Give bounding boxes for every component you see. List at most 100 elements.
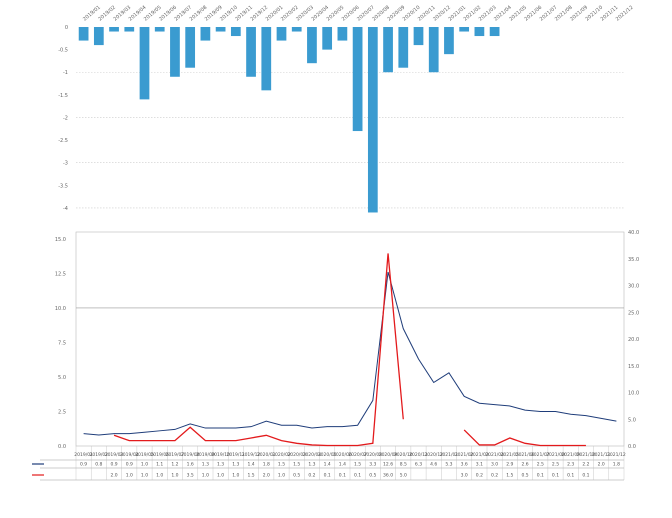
bar — [367, 27, 378, 213]
bar — [307, 27, 317, 64]
table-value-cell: 0.2 — [491, 473, 498, 479]
table-header-cell: 2021/01 — [440, 452, 459, 458]
top-y-tick-label: -1 — [63, 70, 68, 76]
bar — [428, 27, 439, 73]
table-value-cell: 0.5 — [293, 473, 300, 479]
table-header-cell: 2019/12 — [242, 452, 261, 458]
bar — [124, 27, 135, 32]
table-header-cell: 2020/01 — [257, 452, 276, 458]
table-header-cell: 2019/08 — [181, 452, 200, 458]
right-y-tick-label: 20.0 — [628, 337, 639, 343]
table-value-cell: 2.5 — [537, 462, 544, 468]
top-y-tick-label: -3.5 — [58, 183, 68, 189]
table-value-cell: 1.2 — [171, 462, 178, 468]
table-header-cell: 2021/10 — [577, 452, 596, 458]
table-value-cell: 2.5 — [552, 462, 559, 468]
table-header-cell: 2021/09 — [561, 452, 580, 458]
table-header-cell: 2019/10 — [211, 452, 230, 458]
table-header-cell: 2019/05 — [135, 452, 154, 458]
data-table: 2019/012019/022019/032019/042019/052019/… — [32, 446, 626, 481]
table-value-cell: 1.3 — [308, 462, 315, 468]
right-y-tick-label: 25.0 — [628, 310, 639, 316]
table-value-cell: 5.0 — [400, 473, 407, 479]
table-header-cell: 2020/06 — [333, 452, 352, 458]
bar — [337, 27, 348, 41]
bar — [109, 27, 119, 32]
right-y-tick-label: 35.0 — [628, 257, 639, 263]
table-value-cell: 1.8 — [263, 462, 270, 468]
table-value-cell: 6.3 — [415, 462, 422, 468]
table-value-cell: 2.0 — [598, 462, 605, 468]
table-header-cell: 2021/07 — [531, 452, 550, 458]
table-header-cell: 2021/12 — [607, 452, 626, 458]
table-value-cell: 0.2 — [476, 473, 483, 479]
table-header-cell: 2021/11 — [592, 452, 611, 458]
bar — [459, 27, 470, 32]
table-value-cell: 1.0 — [156, 473, 163, 479]
table-value-cell: 2.2 — [582, 462, 589, 468]
table-header-cell: 2020/11 — [409, 452, 428, 458]
table-value-cell: 1.0 — [171, 473, 178, 479]
bar — [352, 27, 363, 132]
table-value-cell: 8.5 — [400, 462, 407, 468]
bar — [474, 27, 485, 37]
bottom-line-chart: 0.0 2.5 5.0 7.5 10.0 12.5 15.0 0.0 5.0 10.0 15.0 20… — [55, 230, 639, 450]
table-header-cell: 2019/03 — [105, 452, 124, 458]
left-y-tick-label: 15.0 — [55, 237, 66, 243]
bar — [230, 27, 241, 37]
table-value-cell: 1.8 — [613, 462, 620, 468]
bar — [93, 27, 104, 46]
right-y-tick-label: 5.0 — [628, 417, 636, 423]
bar — [383, 27, 393, 73]
top-x-tick-label: 2021/12 — [615, 5, 635, 23]
top-y-tick-label: -2.5 — [58, 138, 68, 144]
table-header-cell: 2020/08 — [363, 452, 382, 458]
right-y-tick-label: 30.0 — [628, 284, 639, 290]
table-header-cell: 2021/04 — [485, 452, 504, 458]
table-header-cell: 2019/04 — [120, 452, 139, 458]
table-value-cell: 0.1 — [582, 473, 589, 479]
table-value-cell: 0.1 — [354, 473, 361, 479]
bar — [78, 27, 89, 41]
bar — [489, 27, 500, 37]
table-value-cell: 12.6 — [383, 462, 393, 468]
table-value-cell: 1.0 — [278, 473, 285, 479]
top-y-tick-label: -0.5 — [58, 48, 68, 54]
table-value-cell: 1.5 — [247, 473, 254, 479]
table-value-cell: 0.9 — [80, 462, 87, 468]
table-header-cell: 2021/02 — [455, 452, 474, 458]
right-y-tick-label: 0.0 — [628, 444, 636, 450]
table-value-cell: 1.5 — [354, 462, 361, 468]
table-value-cell: 2.9 — [506, 462, 513, 468]
bar — [444, 27, 454, 55]
left-y-tick-label: 0.0 — [58, 444, 66, 450]
table-value-cell: 0.1 — [552, 473, 559, 479]
bar — [185, 27, 196, 68]
table-value-cell: 2.0 — [110, 473, 117, 479]
table-value-cell: 1.0 — [141, 473, 148, 479]
table-value-cell: 36.0 — [383, 473, 393, 479]
bar — [398, 27, 409, 68]
table-header-cell: 2020/12 — [424, 452, 443, 458]
bar — [276, 27, 287, 41]
left-y-tick-label: 12.5 — [55, 271, 66, 277]
table-value-cell: 0.1 — [324, 473, 331, 479]
table-header-cell: 2019/01 — [74, 452, 93, 458]
table-value-cell: 2.3 — [567, 462, 574, 468]
table-value-cell: 0.1 — [537, 473, 544, 479]
bar — [200, 27, 211, 41]
table-header-cell: 2020/09 — [379, 452, 398, 458]
left-y-tick-label: 7.5 — [58, 340, 66, 346]
table-header-cell: 2019/09 — [196, 452, 215, 458]
table-value-cell: 2.6 — [521, 462, 528, 468]
left-y-tick-label: 10.0 — [55, 306, 66, 312]
top-y-tick-label: 0 — [65, 25, 68, 31]
table-value-cell: 1.0 — [126, 473, 133, 479]
series-line — [113, 253, 404, 447]
table-value-cell: 1.3 — [202, 462, 209, 468]
table-value-cell: 1.0 — [202, 473, 209, 479]
table-value-cell: 0.9 — [126, 462, 133, 468]
table-header-cell: 2019/06 — [150, 452, 169, 458]
table-value-cell: 1.6 — [187, 462, 194, 468]
